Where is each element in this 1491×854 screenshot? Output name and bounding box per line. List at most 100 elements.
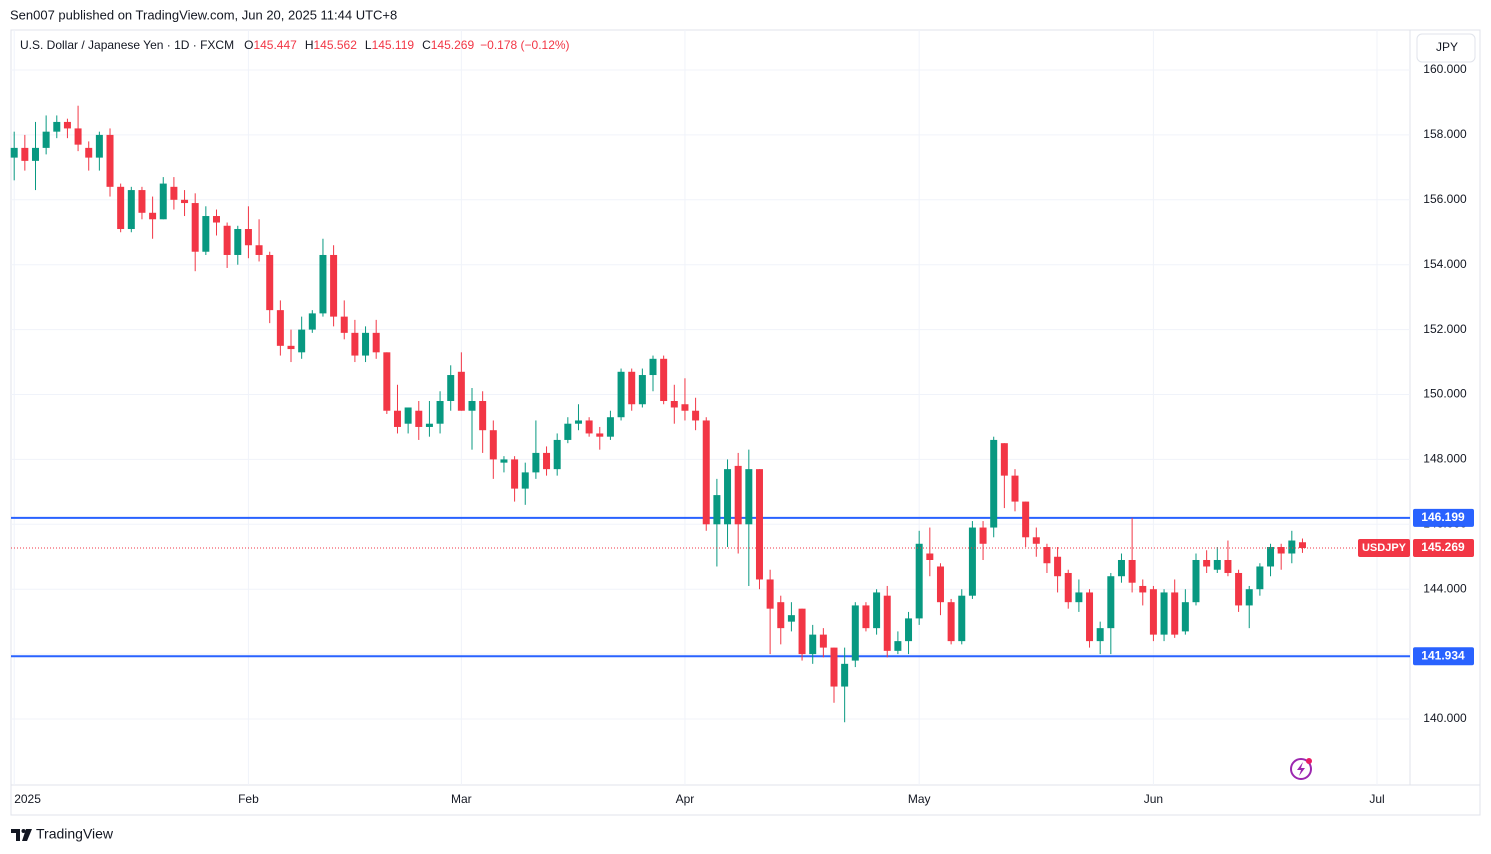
candle-body: [1277, 547, 1285, 554]
candle-body: [127, 190, 135, 230]
x-tick-label: Apr: [676, 792, 695, 806]
candle-body: [851, 605, 859, 661]
y-tick-label: 158.000: [1423, 127, 1467, 141]
x-tick-label: May: [908, 792, 931, 806]
ohlc-prefix: H: [304, 38, 314, 52]
candle-body: [95, 134, 103, 158]
candle-body: [766, 579, 774, 609]
candle-body: [1022, 501, 1030, 538]
hline-label: 146.199: [1421, 510, 1465, 524]
candle-body: [1043, 547, 1051, 564]
ohlc-value: 145.562: [313, 38, 357, 52]
candle-body: [1139, 585, 1147, 593]
candle-body: [521, 472, 529, 489]
candle-body: [436, 400, 444, 424]
candle-body: [543, 452, 551, 470]
candle-body: [798, 608, 806, 655]
logo-mark: [22, 829, 32, 841]
candle-body: [1181, 602, 1189, 632]
candle-body: [755, 469, 763, 580]
candle-body: [702, 420, 710, 525]
candle-body: [1011, 475, 1019, 502]
candle-body: [117, 186, 125, 230]
candle-body: [170, 186, 178, 200]
candle-body: [564, 423, 572, 440]
currency-button[interactable]: [1416, 33, 1476, 63]
candle-body: [383, 352, 391, 411]
candle-body: [1000, 443, 1008, 476]
candle-body: [202, 216, 210, 252]
candle-body: [489, 430, 497, 460]
ohlc-value: 145.119: [371, 38, 415, 52]
candle-body: [447, 375, 455, 401]
candle-body: [425, 423, 433, 427]
candle-body: [1298, 542, 1306, 549]
candle-body: [415, 410, 423, 427]
candle-body: [212, 216, 220, 223]
candle-body: [819, 634, 827, 648]
currency-label[interactable]: JPY: [1436, 40, 1458, 54]
candle-body: [1245, 589, 1253, 606]
candle-body: [223, 225, 231, 255]
ohlc-value: 145.269: [430, 38, 475, 52]
candle-body: [191, 203, 199, 252]
y-tick-label: 156.000: [1423, 192, 1467, 206]
candle-body: [905, 618, 913, 642]
candle-body: [1224, 559, 1232, 573]
candle-body: [862, 605, 870, 629]
candle-body: [404, 407, 412, 424]
x-tick-label: Mar: [451, 792, 472, 806]
candle-body: [244, 229, 252, 246]
candle-body: [692, 410, 700, 421]
lightning-icon[interactable]: [1290, 758, 1312, 780]
candle-body: [777, 602, 785, 629]
candle-body: [787, 615, 795, 622]
candle-body: [574, 420, 582, 424]
icon-ring[interactable]: [1290, 758, 1312, 780]
candle-body: [873, 592, 881, 629]
candle-body: [745, 469, 753, 525]
candle-body: [31, 147, 39, 161]
hline-tag: [1413, 508, 1474, 527]
candle-body: [319, 254, 327, 314]
x-tick-label: 2025: [14, 792, 41, 806]
candle-body: [308, 313, 316, 330]
symbol-tag-label: USDJPY: [1362, 542, 1407, 554]
candle-body: [617, 371, 625, 418]
candle-body: [1128, 559, 1136, 583]
y-tick-label: 152.000: [1423, 322, 1467, 336]
candle-body: [628, 371, 636, 405]
candle-body: [1288, 540, 1296, 554]
candle-body: [649, 358, 657, 376]
candle-body: [1256, 566, 1264, 590]
ohlc-prefix: O: [244, 38, 254, 52]
candle-body: [149, 212, 157, 220]
candle-body: [830, 647, 838, 687]
x-tick-label: Feb: [238, 792, 259, 806]
candle-body: [713, 495, 721, 525]
last-price-label: 145.269: [1421, 540, 1465, 554]
candle-body: [809, 634, 817, 655]
candle-body: [1171, 592, 1179, 635]
icon-dot[interactable]: [1306, 758, 1312, 764]
candle-body: [10, 147, 18, 158]
candle-body: [926, 553, 934, 560]
candle-body: [298, 329, 306, 353]
candle-body: [947, 602, 955, 642]
candle-body: [638, 375, 646, 405]
candle-body: [990, 439, 998, 528]
symbol-tag: [1358, 539, 1410, 558]
candle-body: [63, 121, 71, 129]
hline-label: 141.934: [1421, 648, 1465, 662]
candle-body: [1203, 559, 1211, 567]
candle-body: [936, 566, 944, 603]
footer-brand: TradingView: [36, 826, 114, 842]
candle-body: [74, 128, 82, 145]
candle-body: [1192, 559, 1200, 603]
candle-body: [1096, 628, 1104, 642]
candle-body: [511, 459, 519, 489]
candle-body: [660, 358, 668, 401]
icon-bolt[interactable]: [1297, 762, 1305, 776]
